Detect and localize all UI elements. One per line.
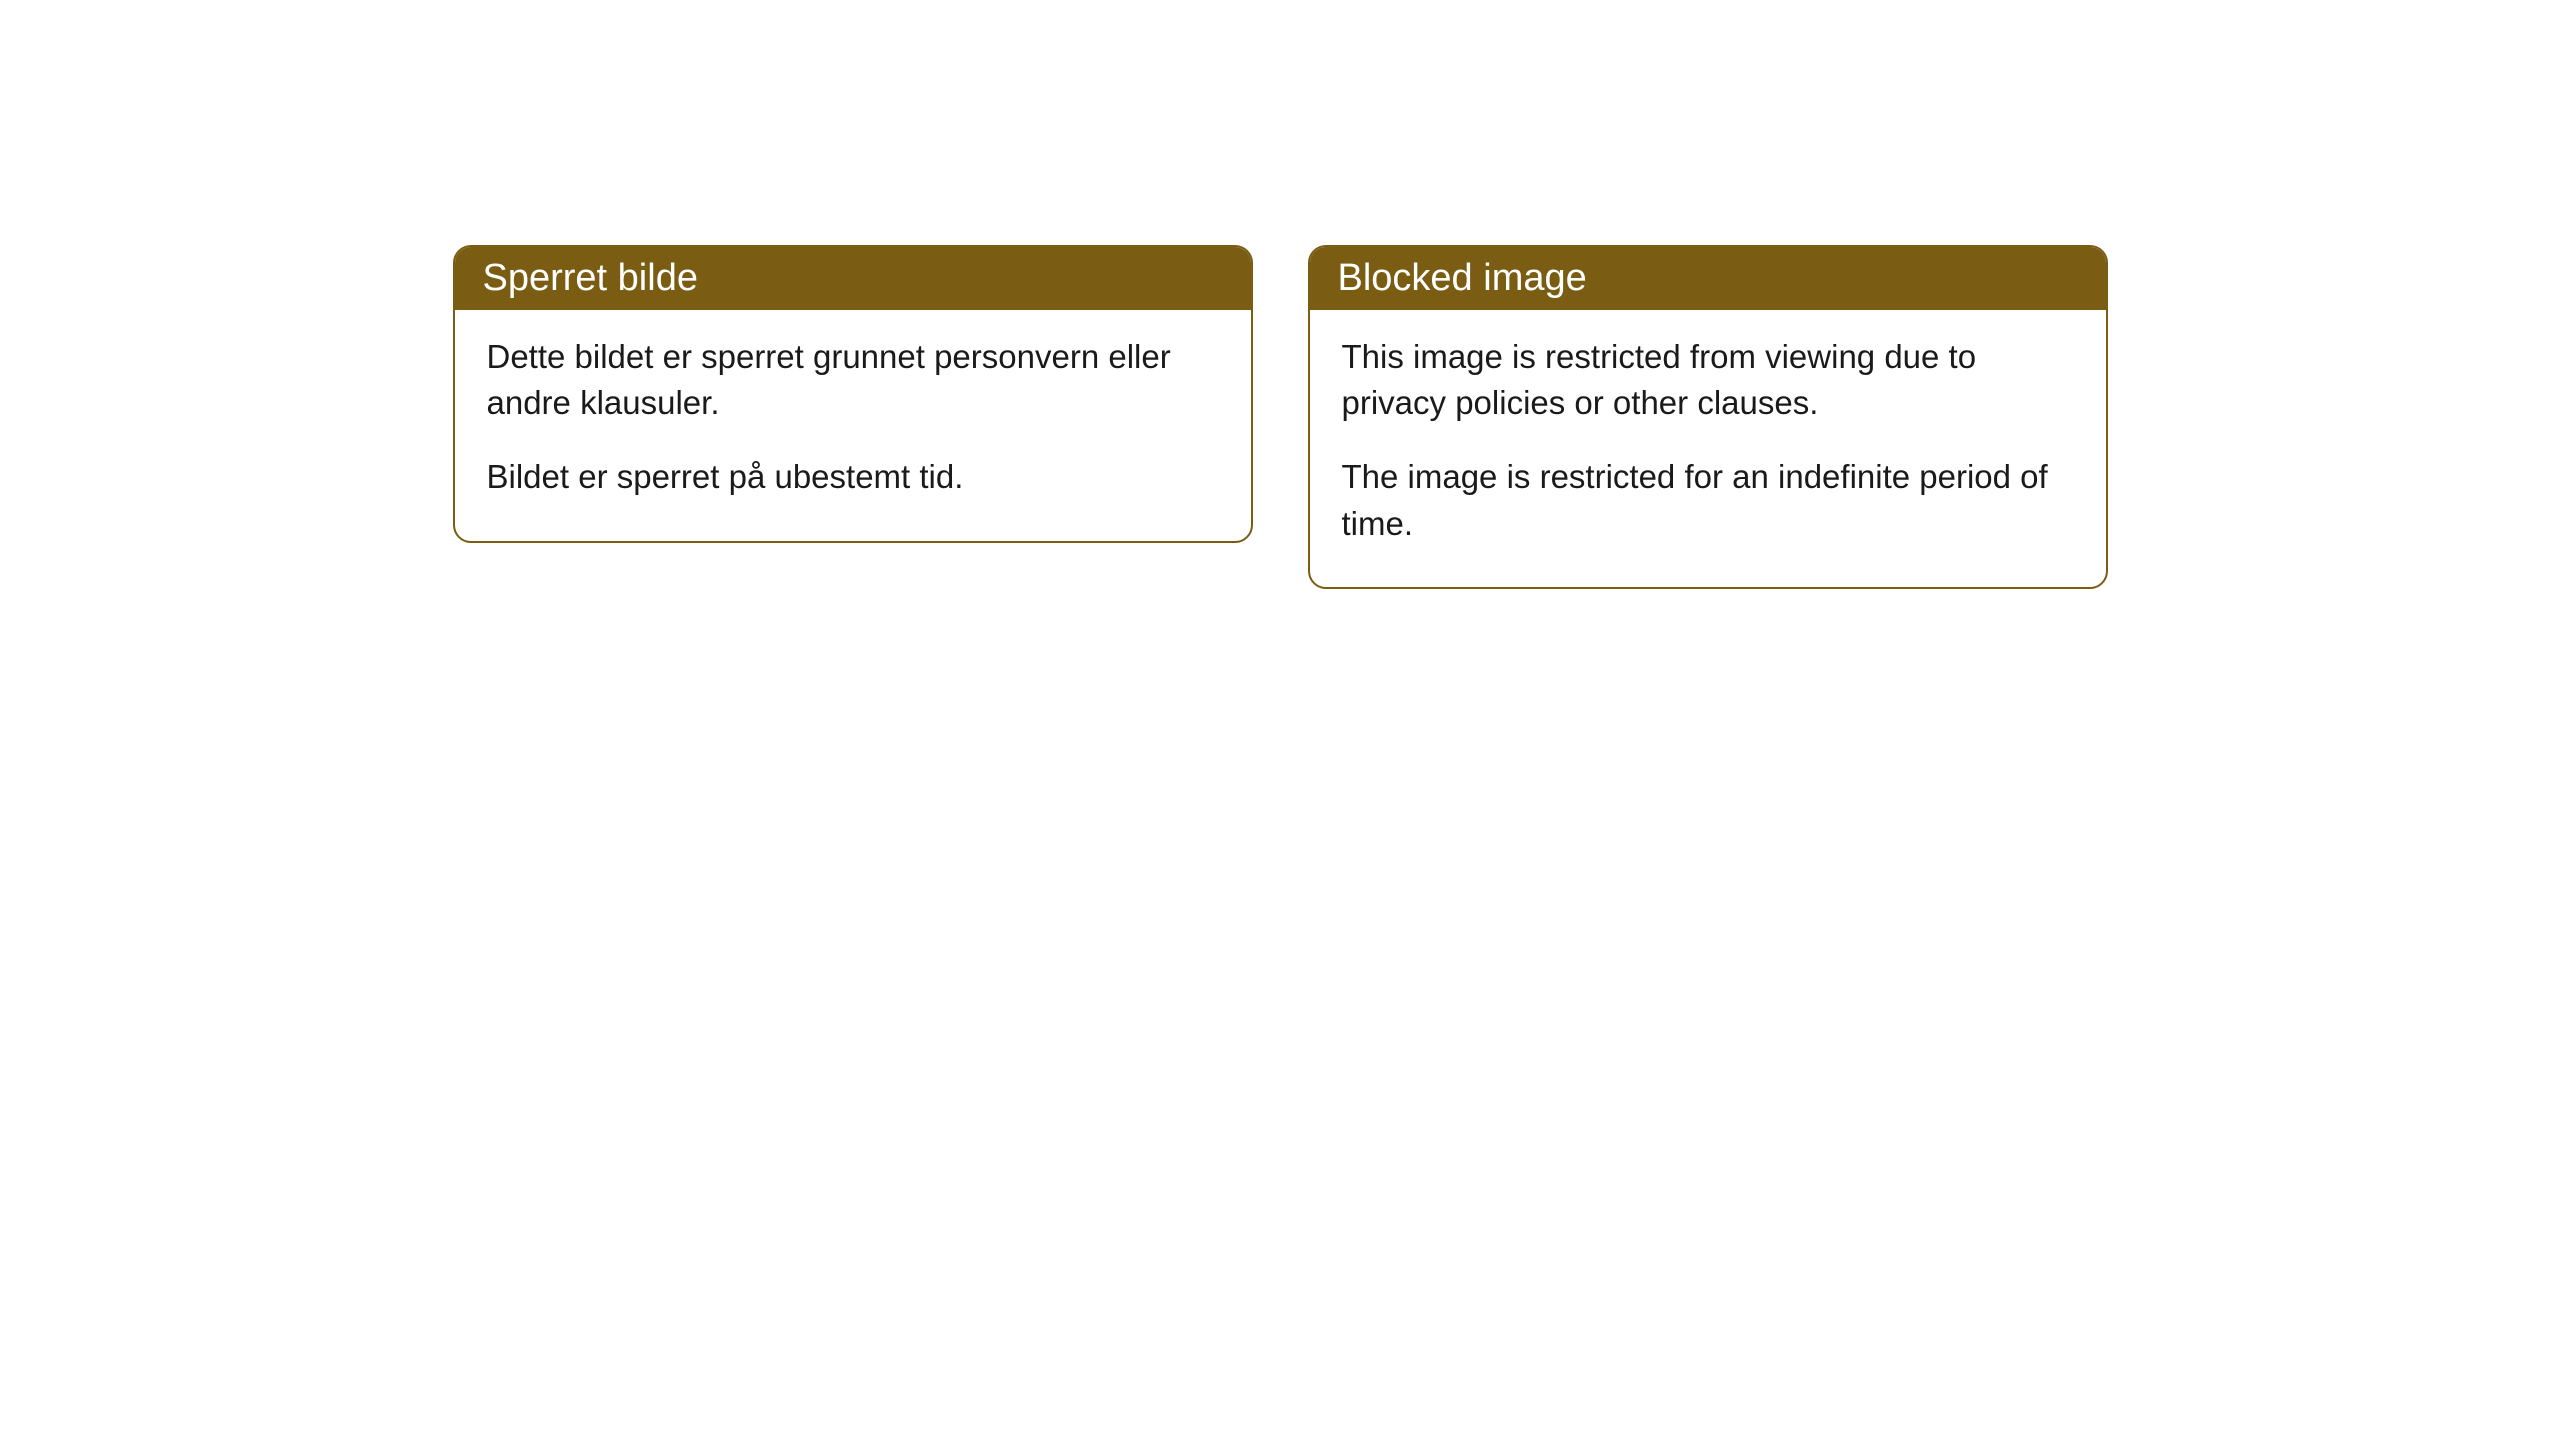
card-header: Sperret bilde	[455, 247, 1251, 310]
card-title: Sperret bilde	[483, 257, 698, 299]
blocked-image-card-norwegian: Sperret bilde Dette bildet er sperret gr…	[453, 245, 1253, 543]
card-title: Blocked image	[1338, 257, 1587, 299]
card-body: Dette bildet er sperret grunnet personve…	[455, 310, 1251, 541]
card-paragraph-2: Bildet er sperret på ubestemt tid.	[487, 454, 1219, 500]
card-header: Blocked image	[1310, 247, 2106, 310]
card-paragraph-2: The image is restricted for an indefinit…	[1342, 454, 2074, 546]
card-body: This image is restricted from viewing du…	[1310, 310, 2106, 587]
card-paragraph-1: This image is restricted from viewing du…	[1342, 334, 2074, 426]
card-paragraph-1: Dette bildet er sperret grunnet personve…	[487, 334, 1219, 426]
blocked-image-card-english: Blocked image This image is restricted f…	[1308, 245, 2108, 589]
